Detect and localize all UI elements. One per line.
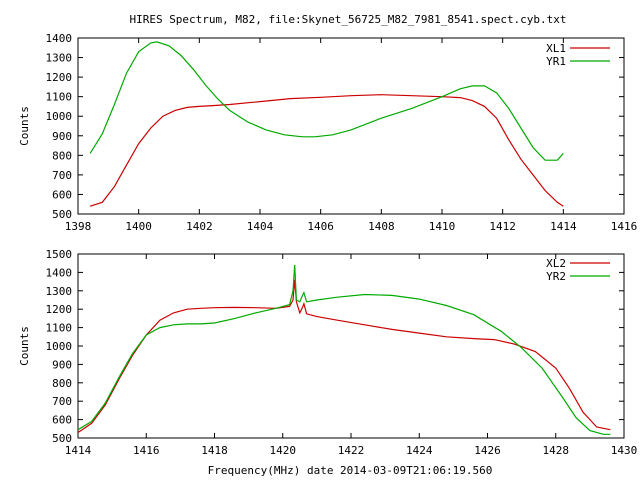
y-tick-label: 700 xyxy=(52,169,72,182)
y-tick-label: 1200 xyxy=(46,303,73,316)
y-tick-label: 1300 xyxy=(46,52,73,65)
bottom-series xyxy=(77,264,611,435)
bottom-axis-ticks: 1414 1416 1418 1420 1422 1424 1426 1428 1430 500 6… xyxy=(46,248,638,457)
legend-label-xl1: XL1 xyxy=(546,42,566,55)
x-tick-label: 1402 xyxy=(186,220,213,233)
series-line-xl1 xyxy=(89,94,564,207)
x-tick-label: 1406 xyxy=(307,220,334,233)
series-line-yr2 xyxy=(77,264,611,435)
bottom-y-axis-label: Counts xyxy=(18,326,31,366)
bottom-plot-frame xyxy=(77,253,625,439)
x-tick-label: 1414 xyxy=(65,444,92,457)
series-line-xl2 xyxy=(77,279,611,433)
y-tick-label: 1400 xyxy=(46,32,73,45)
legend-label-yr2: YR2 xyxy=(546,270,566,283)
y-tick-label: 1000 xyxy=(46,340,73,353)
y-tick-label: 1400 xyxy=(46,266,73,279)
x-tick-label: 1416 xyxy=(611,220,638,233)
y-tick-label: 1500 xyxy=(46,248,73,261)
y-tick-label: 1000 xyxy=(46,110,73,123)
x-tick-label: 1424 xyxy=(406,444,433,457)
y-tick-label: 700 xyxy=(52,395,72,408)
x-tick-label: 1422 xyxy=(338,444,365,457)
legend-label-xl2: XL2 xyxy=(546,257,566,270)
x-tick-label: 1414 xyxy=(550,220,577,233)
x-axis-label: Frequency(MHz) date 2014-03-09T21:06:19.… xyxy=(208,464,493,477)
y-tick-label: 900 xyxy=(52,358,72,371)
x-tick-label: 1416 xyxy=(133,444,160,457)
y-tick-label: 800 xyxy=(52,377,72,390)
y-tick-label: 600 xyxy=(52,414,72,427)
y-tick-label: 800 xyxy=(52,149,72,162)
x-tick-label: 1400 xyxy=(125,220,152,233)
x-tick-label: 1428 xyxy=(543,444,570,457)
top-plot-frame xyxy=(77,37,625,215)
y-tick-label: 1100 xyxy=(46,322,73,335)
top-series xyxy=(89,41,564,207)
x-tick-label: 1426 xyxy=(474,444,501,457)
x-tick-label: 1408 xyxy=(368,220,395,233)
chart-title: HIRES Spectrum, M82, file:Skynet_56725_M… xyxy=(129,13,566,26)
y-tick-label: 500 xyxy=(52,208,72,221)
y-tick-label: 900 xyxy=(52,130,72,143)
series-line-yr1 xyxy=(89,41,564,161)
y-tick-label: 600 xyxy=(52,188,72,201)
y-tick-label: 1100 xyxy=(46,91,73,104)
y-tick-label: 1300 xyxy=(46,285,73,298)
legend-label-yr1: YR1 xyxy=(546,55,566,68)
x-tick-label: 1420 xyxy=(270,444,297,457)
x-tick-label: 1430 xyxy=(611,444,638,457)
y-tick-label: 500 xyxy=(52,432,72,445)
x-tick-label: 1412 xyxy=(489,220,516,233)
x-tick-label: 1404 xyxy=(247,220,274,233)
top-axis-ticks: 1398 1400 1402 1404 1406 1408 1410 1412 1414 1416… xyxy=(46,32,638,233)
x-tick-label: 1398 xyxy=(65,220,92,233)
top-panel: 1398 1400 1402 1404 1406 1408 1410 1412 1414 1416… xyxy=(18,32,637,233)
x-tick-label: 1410 xyxy=(429,220,456,233)
y-tick-label: 1200 xyxy=(46,71,73,84)
bottom-panel: 1414 1416 1418 1420 1422 1424 1426 1428 1430 500 6… xyxy=(18,248,637,477)
x-tick-label: 1418 xyxy=(201,444,228,457)
top-y-axis-label: Counts xyxy=(18,106,31,146)
